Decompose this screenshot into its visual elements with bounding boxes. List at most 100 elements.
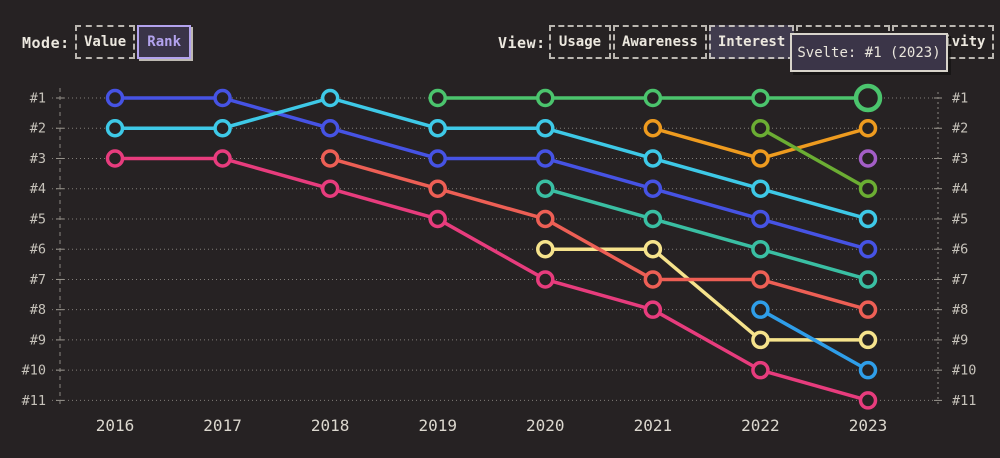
data-point-series-salmon-2023[interactable]	[858, 300, 878, 319]
data-point-series-salmon-2020[interactable]	[536, 209, 555, 229]
data-point-series-teal-2020[interactable]	[536, 179, 555, 198]
data-point-series-teal-2022[interactable]	[751, 239, 770, 259]
data-point-series-salmon-2019[interactable]	[428, 179, 447, 198]
data-point-series-cyan-2019[interactable]	[428, 118, 447, 138]
rank-label-right: #3	[952, 151, 968, 167]
data-point-series-cyan-2018[interactable]	[320, 88, 340, 108]
series-line-series-teal	[543, 186, 870, 282]
data-point-series-orange-2022[interactable]	[751, 149, 770, 168]
rank-label-left: #3	[30, 151, 46, 167]
data-point-series-teal-2023[interactable]	[858, 270, 878, 289]
data-point-series-royal-blue-2021[interactable]	[643, 179, 663, 198]
rank-label-left: #4	[30, 181, 46, 197]
data-point-Svelte-2019[interactable]	[428, 88, 447, 108]
data-point-series-pink-2020[interactable]	[536, 270, 555, 289]
rank-label-right: #1	[952, 91, 968, 107]
rank-label-right: #2	[952, 121, 968, 137]
mode-rank-button[interactable]: Rank	[137, 25, 192, 59]
view-interest-button[interactable]: Interest	[708, 25, 795, 59]
mode-value-button[interactable]: Value	[75, 25, 136, 59]
rank-label-left: #11	[22, 393, 46, 409]
data-point-series-salmon-2018[interactable]	[320, 149, 340, 168]
year-label: 2017	[203, 416, 242, 435]
data-point-series-royal-blue-2020[interactable]	[536, 149, 555, 168]
data-point-series-pink-2016[interactable]	[105, 149, 125, 168]
mode-label: Mode:	[22, 34, 70, 52]
rank-label-left: #9	[30, 332, 46, 348]
view-usage-button[interactable]: Usage	[549, 25, 611, 59]
data-point-series-cyan-2020[interactable]	[536, 118, 555, 138]
data-point-series-yellow-2021[interactable]	[643, 239, 663, 259]
rank-label-left: #8	[30, 302, 46, 318]
year-label: 2020	[526, 416, 565, 435]
data-point-series-olive-2023[interactable]	[858, 179, 878, 198]
data-point-series-purple-2023[interactable]	[858, 149, 878, 168]
data-point-series-teal-2021[interactable]	[643, 209, 663, 229]
data-point-series-yellow-2020[interactable]	[536, 239, 555, 259]
data-point-series-cyan-2021[interactable]	[643, 149, 663, 168]
rank-label-right: #7	[952, 272, 968, 288]
data-point-series-royal-blue-2017[interactable]	[213, 88, 232, 108]
rank-label-right: #10	[952, 363, 976, 379]
tooltip-text: Svelte: #1 (2023)	[797, 44, 941, 61]
rank-label-left: #10	[22, 363, 46, 379]
data-point-series-pink-2023[interactable]	[858, 391, 878, 410]
view-awareness-button[interactable]: Awareness	[613, 25, 707, 59]
rank-label-right: #5	[952, 211, 968, 227]
data-point-series-cyan-2023[interactable]	[858, 209, 878, 229]
rank-label-left: #1	[30, 91, 46, 107]
data-point-series-yellow-2022[interactable]	[751, 330, 770, 350]
rank-label-right: #11	[952, 393, 976, 409]
data-point-series-light-blue-2022[interactable]	[751, 300, 770, 319]
rank-label-left: #5	[30, 211, 46, 227]
series-line-series-olive	[758, 126, 870, 191]
data-point-Svelte-2022[interactable]	[751, 88, 770, 108]
data-point-series-royal-blue-2019[interactable]	[428, 149, 447, 168]
year-label: 2021	[634, 416, 673, 435]
data-point-Svelte-2020[interactable]	[536, 88, 555, 108]
year-label: 2022	[741, 416, 780, 435]
rank-label-right: #8	[952, 302, 968, 318]
rank-label-right: #4	[952, 181, 968, 197]
data-point-series-royal-blue-2016[interactable]	[105, 88, 125, 108]
rank-label-right: #6	[952, 242, 968, 258]
data-point-series-pink-2021[interactable]	[643, 300, 663, 319]
data-point-series-cyan-2022[interactable]	[751, 179, 770, 198]
year-label: 2023	[849, 416, 888, 435]
series-line-series-cyan	[113, 96, 870, 221]
data-point-series-pink-2022[interactable]	[751, 360, 770, 380]
data-point-series-royal-blue-2023[interactable]	[858, 239, 878, 259]
data-point-series-salmon-2022[interactable]	[751, 270, 770, 289]
data-point-series-royal-blue-2018[interactable]	[320, 118, 340, 138]
series-line-series-salmon	[328, 156, 870, 312]
data-point-series-cyan-2016[interactable]	[105, 118, 125, 138]
data-point-series-pink-2018[interactable]	[320, 179, 340, 198]
year-label: 2016	[96, 416, 135, 435]
mode-toggle-group: Value Rank	[75, 25, 192, 59]
data-point-series-royal-blue-2022[interactable]	[751, 209, 770, 229]
year-label: 2018	[311, 416, 350, 435]
data-point-series-orange-2021[interactable]	[643, 118, 663, 138]
data-point-series-cyan-2017[interactable]	[213, 118, 232, 138]
series-line-series-pink	[113, 156, 870, 403]
data-point-Svelte-2023[interactable]	[853, 83, 883, 113]
data-point-series-orange-2023[interactable]	[858, 118, 878, 138]
data-point-Svelte-2021[interactable]	[643, 88, 663, 108]
rank-label-left: #2	[30, 121, 46, 137]
data-point-series-yellow-2023[interactable]	[858, 330, 878, 350]
rank-label-left: #6	[30, 242, 46, 258]
data-point-series-light-blue-2023[interactable]	[858, 360, 878, 380]
data-point-series-pink-2017[interactable]	[213, 149, 232, 168]
series-line-series-royal-blue	[113, 96, 870, 251]
svelte-rank-tooltip: Svelte: #1 (2023)	[790, 33, 948, 72]
rank-label-left: #7	[30, 272, 46, 288]
series-line-series-light-blue	[758, 307, 870, 372]
data-point-series-pink-2019[interactable]	[428, 209, 447, 229]
rank-label-right: #9	[952, 332, 968, 348]
data-point-series-salmon-2021[interactable]	[643, 270, 663, 289]
data-point-series-olive-2022[interactable]	[751, 118, 770, 138]
year-label: 2019	[418, 416, 457, 435]
view-label: View:	[498, 34, 546, 52]
